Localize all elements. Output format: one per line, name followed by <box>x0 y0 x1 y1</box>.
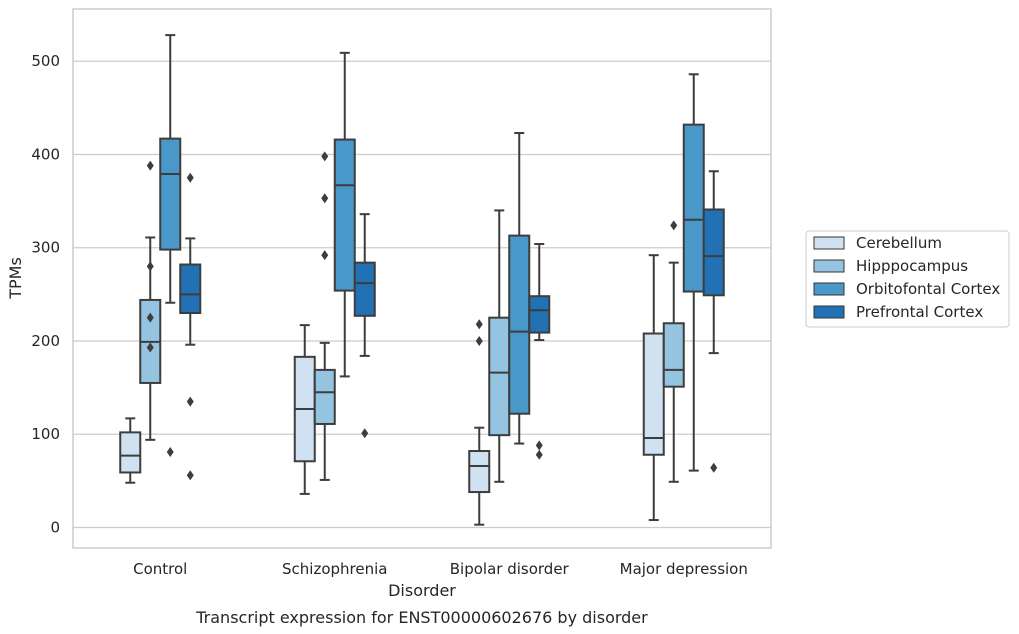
box-body <box>528 295 551 334</box>
legend-swatch-3 <box>813 305 845 319</box>
box-body <box>159 137 182 251</box>
box-body <box>179 263 202 315</box>
box-2-3 <box>528 242 551 460</box>
outlier-1 <box>475 319 483 330</box>
outlier-0 <box>186 470 194 481</box>
box-body <box>468 450 491 494</box>
outlier-3 <box>146 160 154 171</box>
box-body <box>682 123 705 293</box>
plot-frame <box>72 8 772 549</box>
outlier-0 <box>321 250 329 261</box>
box-body <box>119 431 142 474</box>
x-tick-label-1: Schizophrenia <box>282 560 387 578</box>
box-2-1 <box>488 209 511 483</box>
y-tick-label-200: 200 <box>31 332 60 350</box>
x-tick-label-3: Major depression <box>620 560 748 578</box>
legend-swatch-2 <box>813 282 845 296</box>
legend-label-0: Cerebellum <box>856 234 942 252</box>
legend-swatch-0 <box>813 236 845 250</box>
box-1-3 <box>353 213 376 439</box>
outlier-1 <box>321 193 329 204</box>
chart-caption: Transcript expression for ENST0000060267… <box>195 608 648 627</box>
y-tick-label-400: 400 <box>31 145 60 163</box>
box-3-3 <box>702 170 725 473</box>
box-1-0 <box>293 324 316 495</box>
outlier-0 <box>670 220 678 231</box>
legend-frame <box>805 230 1010 328</box>
box-0-2 <box>159 34 182 457</box>
outlier-2 <box>321 151 329 162</box>
box-0-3 <box>179 172 202 481</box>
box-3-1 <box>662 220 685 483</box>
box-body <box>702 208 725 297</box>
outlier-0 <box>361 428 369 439</box>
outlier-2 <box>186 172 194 183</box>
box-body <box>642 332 665 456</box>
box-body <box>333 138 356 292</box>
legend-label-2: Orbitofontal Cortex <box>856 280 1000 298</box>
outlier-0 <box>710 462 718 473</box>
outlier-0 <box>535 449 543 460</box>
outlier-0 <box>146 342 154 353</box>
outlier-0 <box>166 446 174 457</box>
box-plot-marks <box>119 34 725 526</box>
legend-swatch-1 <box>813 259 845 273</box>
box-3-0 <box>642 254 665 522</box>
outlier-2 <box>146 261 154 272</box>
x-tick-label-2: Bipolar disorder <box>450 560 570 578</box>
outlier-1 <box>535 440 543 451</box>
x-tick-label-0: Control <box>133 560 187 578</box>
legend: Cerebellum Hipppocampus Orbitofontal Corte… <box>805 230 1010 328</box>
box-body <box>488 316 511 437</box>
box-1-1 <box>313 151 336 481</box>
y-tick-label-300: 300 <box>31 239 60 257</box>
gridlines <box>73 60 771 529</box>
outlier-1 <box>146 312 154 323</box>
legend-label-1: Hipppocampus <box>856 257 968 275</box>
legend-label-3: Prefrontal Cortex <box>856 303 983 321</box>
x-axis-ticks: Control Schizophrenia Bipolar disorder Majo… <box>133 560 748 578</box>
outlier-1 <box>186 396 194 407</box>
box-1-2 <box>333 51 356 378</box>
box-body <box>508 234 531 415</box>
box-2-2 <box>508 132 531 445</box>
y-tick-label-500: 500 <box>31 52 60 70</box>
x-axis-title: Disorder <box>388 581 456 600</box>
box-body <box>353 261 376 317</box>
y-tick-label-100: 100 <box>31 425 60 443</box>
outlier-0 <box>475 335 483 346</box>
box-0-0 <box>119 417 142 484</box>
box-2-0 <box>468 319 491 526</box>
box-body <box>662 322 685 388</box>
y-tick-label-0: 0 <box>50 518 60 536</box>
y-axis-ticks: 0 100 200 300 400 500 <box>31 52 60 536</box>
box-0-1 <box>139 160 162 441</box>
box-3-2 <box>682 73 705 472</box>
box-body <box>313 368 336 425</box>
y-axis-title: TPMs <box>6 257 25 300</box>
